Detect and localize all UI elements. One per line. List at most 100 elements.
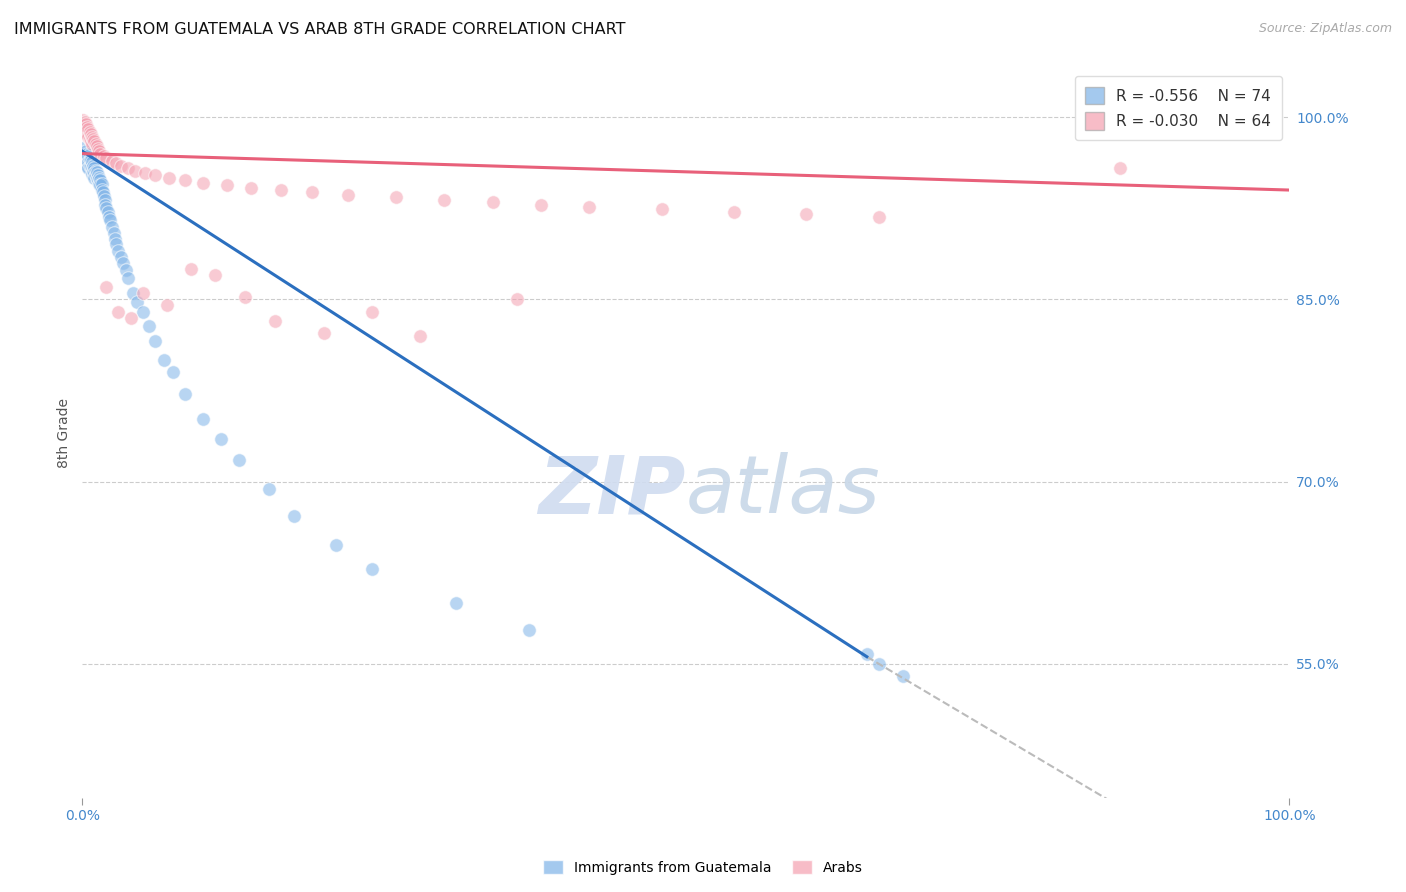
Point [77,161,100,176]
Point [80,167,103,181]
Point [79,146,101,161]
Point [180,262,202,277]
Point [79,125,101,139]
Point [191,176,214,190]
Point [75,125,97,139]
Point [80,135,103,149]
Point [84,169,107,183]
Point [94,193,117,207]
Point [83,166,105,180]
Point [361,562,384,576]
Point [86,165,108,179]
Point [110,159,132,173]
Point [72,112,94,127]
Point [73,121,96,136]
Point [80,159,103,173]
Legend: Immigrants from Guatemala, Arabs: Immigrants from Guatemala, Arabs [537,855,869,880]
Point [84,136,107,151]
Point [79,153,101,167]
Point [87,169,110,183]
Point [91,186,114,200]
Point [97,210,120,224]
Point [891,669,914,683]
Point [101,153,124,168]
Point [107,304,129,318]
Point [76,127,98,141]
Point [336,188,359,202]
Point [93,149,115,163]
Point [120,310,142,325]
Point [76,152,98,166]
Point [87,142,110,156]
Point [89,144,111,158]
Point [96,280,118,294]
Point [89,173,111,187]
Point [217,178,239,193]
Point [90,183,112,197]
Point [240,180,263,194]
Point [90,177,112,191]
Point [80,161,103,176]
Point [73,149,96,163]
Point [481,195,503,210]
Point [228,453,250,467]
Point [796,207,818,221]
Point [153,353,176,368]
Point [578,200,600,214]
Point [101,219,124,234]
Point [83,161,105,176]
Point [82,132,104,146]
Point [114,263,136,277]
Point [204,268,226,282]
Point [723,205,745,219]
Point [233,290,256,304]
Point [98,213,121,227]
Point [110,250,132,264]
Point [79,132,101,146]
Point [82,163,104,178]
Point [80,129,103,144]
Point [79,159,101,173]
Point [89,177,111,191]
Point [1109,161,1132,176]
Point [122,286,145,301]
Point [76,159,98,173]
Point [433,193,456,207]
Point [162,365,184,379]
Point [117,270,139,285]
Point [131,304,153,318]
Point [97,205,120,219]
Point [105,156,128,170]
Point [75,153,97,167]
Point [77,149,100,163]
Point [96,152,118,166]
Point [124,163,146,178]
Text: Source: ZipAtlas.com: Source: ZipAtlas.com [1258,22,1392,36]
Point [86,139,108,153]
Point [80,155,103,169]
Point [105,236,128,251]
Point [104,232,127,246]
Point [83,170,105,185]
Point [94,197,117,211]
Point [209,432,232,446]
Point [89,146,111,161]
Text: IMMIGRANTS FROM GUATEMALA VS ARAB 8TH GRADE CORRELATION CHART: IMMIGRANTS FROM GUATEMALA VS ARAB 8TH GR… [14,22,626,37]
Point [75,144,97,158]
Point [173,173,195,187]
Point [270,183,292,197]
Point [283,508,305,523]
Point [325,538,347,552]
Text: atlas: atlas [686,452,880,531]
Point [1254,116,1277,130]
Point [77,122,100,136]
Point [517,623,540,637]
Point [80,153,103,167]
Point [73,115,96,129]
Point [107,244,129,258]
Point [86,170,108,185]
Point [312,326,335,341]
Point [82,159,104,173]
Point [856,647,879,661]
Point [868,210,890,224]
